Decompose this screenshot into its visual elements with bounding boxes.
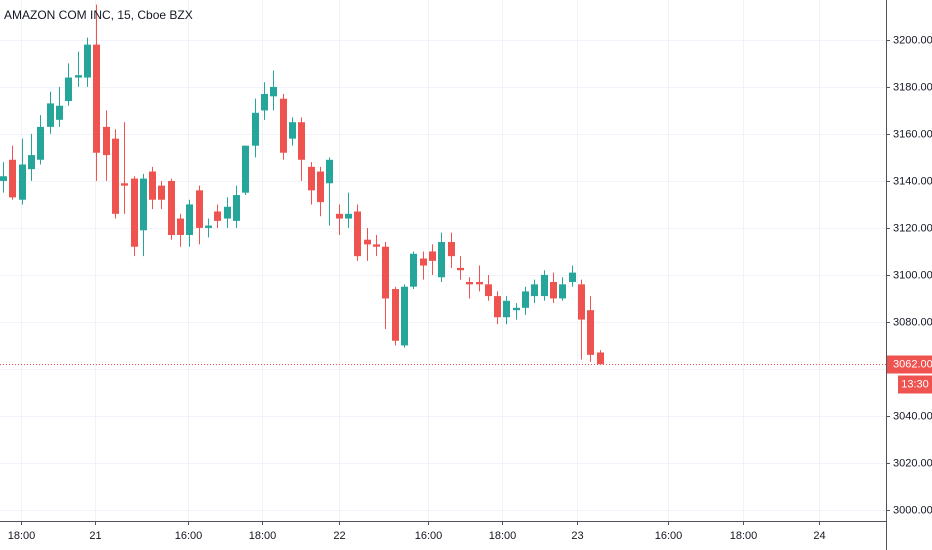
axes: 3000.003020.003040.003060.003080.003100.… <box>8 34 932 542</box>
candle-body <box>494 296 501 318</box>
candle-body <box>280 98 287 153</box>
candle-body <box>9 159 16 198</box>
candle-body <box>457 267 464 271</box>
last-time-box <box>898 375 932 394</box>
candle-body <box>513 307 520 311</box>
candle-body <box>597 352 604 365</box>
candle-body <box>308 166 315 191</box>
candle-body <box>65 77 72 102</box>
candle-body <box>401 286 408 346</box>
candle-body <box>587 310 594 355</box>
x-tick-label: 23 <box>571 530 583 542</box>
candle-body <box>541 274 548 297</box>
candle-body <box>28 155 35 170</box>
x-tick-label: 21 <box>89 530 101 542</box>
candle-body <box>298 122 305 160</box>
candle-body <box>140 178 147 231</box>
candle-body <box>56 105 63 120</box>
candle-body <box>476 281 483 285</box>
y-tick-label: 3040.00 <box>893 410 932 422</box>
candle-body <box>531 284 538 297</box>
candle-body <box>93 44 100 153</box>
x-tick-label: 16:00 <box>175 530 203 542</box>
candle-body <box>522 291 529 308</box>
candle-body <box>364 239 371 245</box>
chart-title: AMAZON COM INC, 15, Cboe BZX <box>4 8 193 22</box>
candle-body <box>103 126 110 156</box>
x-tick-label: 24 <box>813 530 825 542</box>
candle-body <box>131 178 138 247</box>
y-tick-label: 3120.00 <box>893 222 932 234</box>
candle-body <box>177 218 184 235</box>
candle-body <box>466 281 473 285</box>
candle-body <box>233 195 240 221</box>
candle-body <box>47 103 54 127</box>
last-price-label: 3062.00 <box>893 358 932 370</box>
candle-body <box>448 242 455 257</box>
x-tick-label: 18:00 <box>489 530 517 542</box>
y-tick-label: 3080.00 <box>893 316 932 328</box>
candle-body <box>373 244 380 247</box>
candle-body <box>289 122 296 139</box>
candle-body <box>559 284 566 299</box>
candle-body <box>410 253 417 287</box>
y-tick-label: 3020.00 <box>893 457 932 469</box>
y-tick-label: 3140.00 <box>893 175 932 187</box>
x-tick-label: 18:00 <box>8 530 36 542</box>
candles <box>0 4 886 365</box>
candle-body <box>224 206 231 219</box>
y-tick-label: 3000.00 <box>893 504 932 516</box>
candle-body <box>37 126 44 160</box>
last-time-label: 13:30 <box>901 378 929 390</box>
candle-body <box>354 211 361 257</box>
grid <box>0 0 886 521</box>
last-price-box <box>887 355 932 374</box>
candle-body <box>550 281 557 299</box>
x-tick-label: 18:00 <box>730 530 758 542</box>
y-tick-label: 3200.00 <box>893 34 932 46</box>
candle-body <box>214 211 221 221</box>
candle-body <box>382 246 389 299</box>
candle-body <box>317 171 324 203</box>
candle-body <box>205 225 212 228</box>
candle-body <box>345 213 352 219</box>
y-tick-label: 3100.00 <box>893 269 932 281</box>
candle-body <box>149 171 156 200</box>
candle-body <box>196 190 203 228</box>
candle-body <box>270 86 277 97</box>
candle-body <box>392 289 399 341</box>
candle-body <box>158 185 165 200</box>
candle-body <box>84 44 91 78</box>
candle-body <box>420 258 427 266</box>
candle-body <box>578 284 585 320</box>
candle-body <box>19 164 26 200</box>
candle-body <box>438 242 445 278</box>
candle-body <box>326 159 333 184</box>
candle-body <box>261 93 268 111</box>
candle-body <box>429 251 436 261</box>
candle-body <box>168 180 175 235</box>
candle-body <box>186 204 193 235</box>
candle-body <box>569 272 576 282</box>
candle-body <box>485 284 492 297</box>
candle-body <box>0 176 7 181</box>
x-tick-label: 16:00 <box>655 530 683 542</box>
y-tick-label: 3180.00 <box>893 81 932 93</box>
candle-body <box>112 138 119 214</box>
candle-body <box>242 145 249 193</box>
candle-body <box>336 213 343 219</box>
candle-body <box>252 112 259 146</box>
candle-body <box>75 75 82 78</box>
x-tick-label: 16:00 <box>415 530 443 542</box>
y-tick-label: 3160.00 <box>893 128 932 140</box>
candle-body <box>121 183 128 186</box>
x-tick-label: 22 <box>333 530 345 542</box>
x-tick-label: 18:00 <box>249 530 277 542</box>
candle-body <box>503 300 510 318</box>
